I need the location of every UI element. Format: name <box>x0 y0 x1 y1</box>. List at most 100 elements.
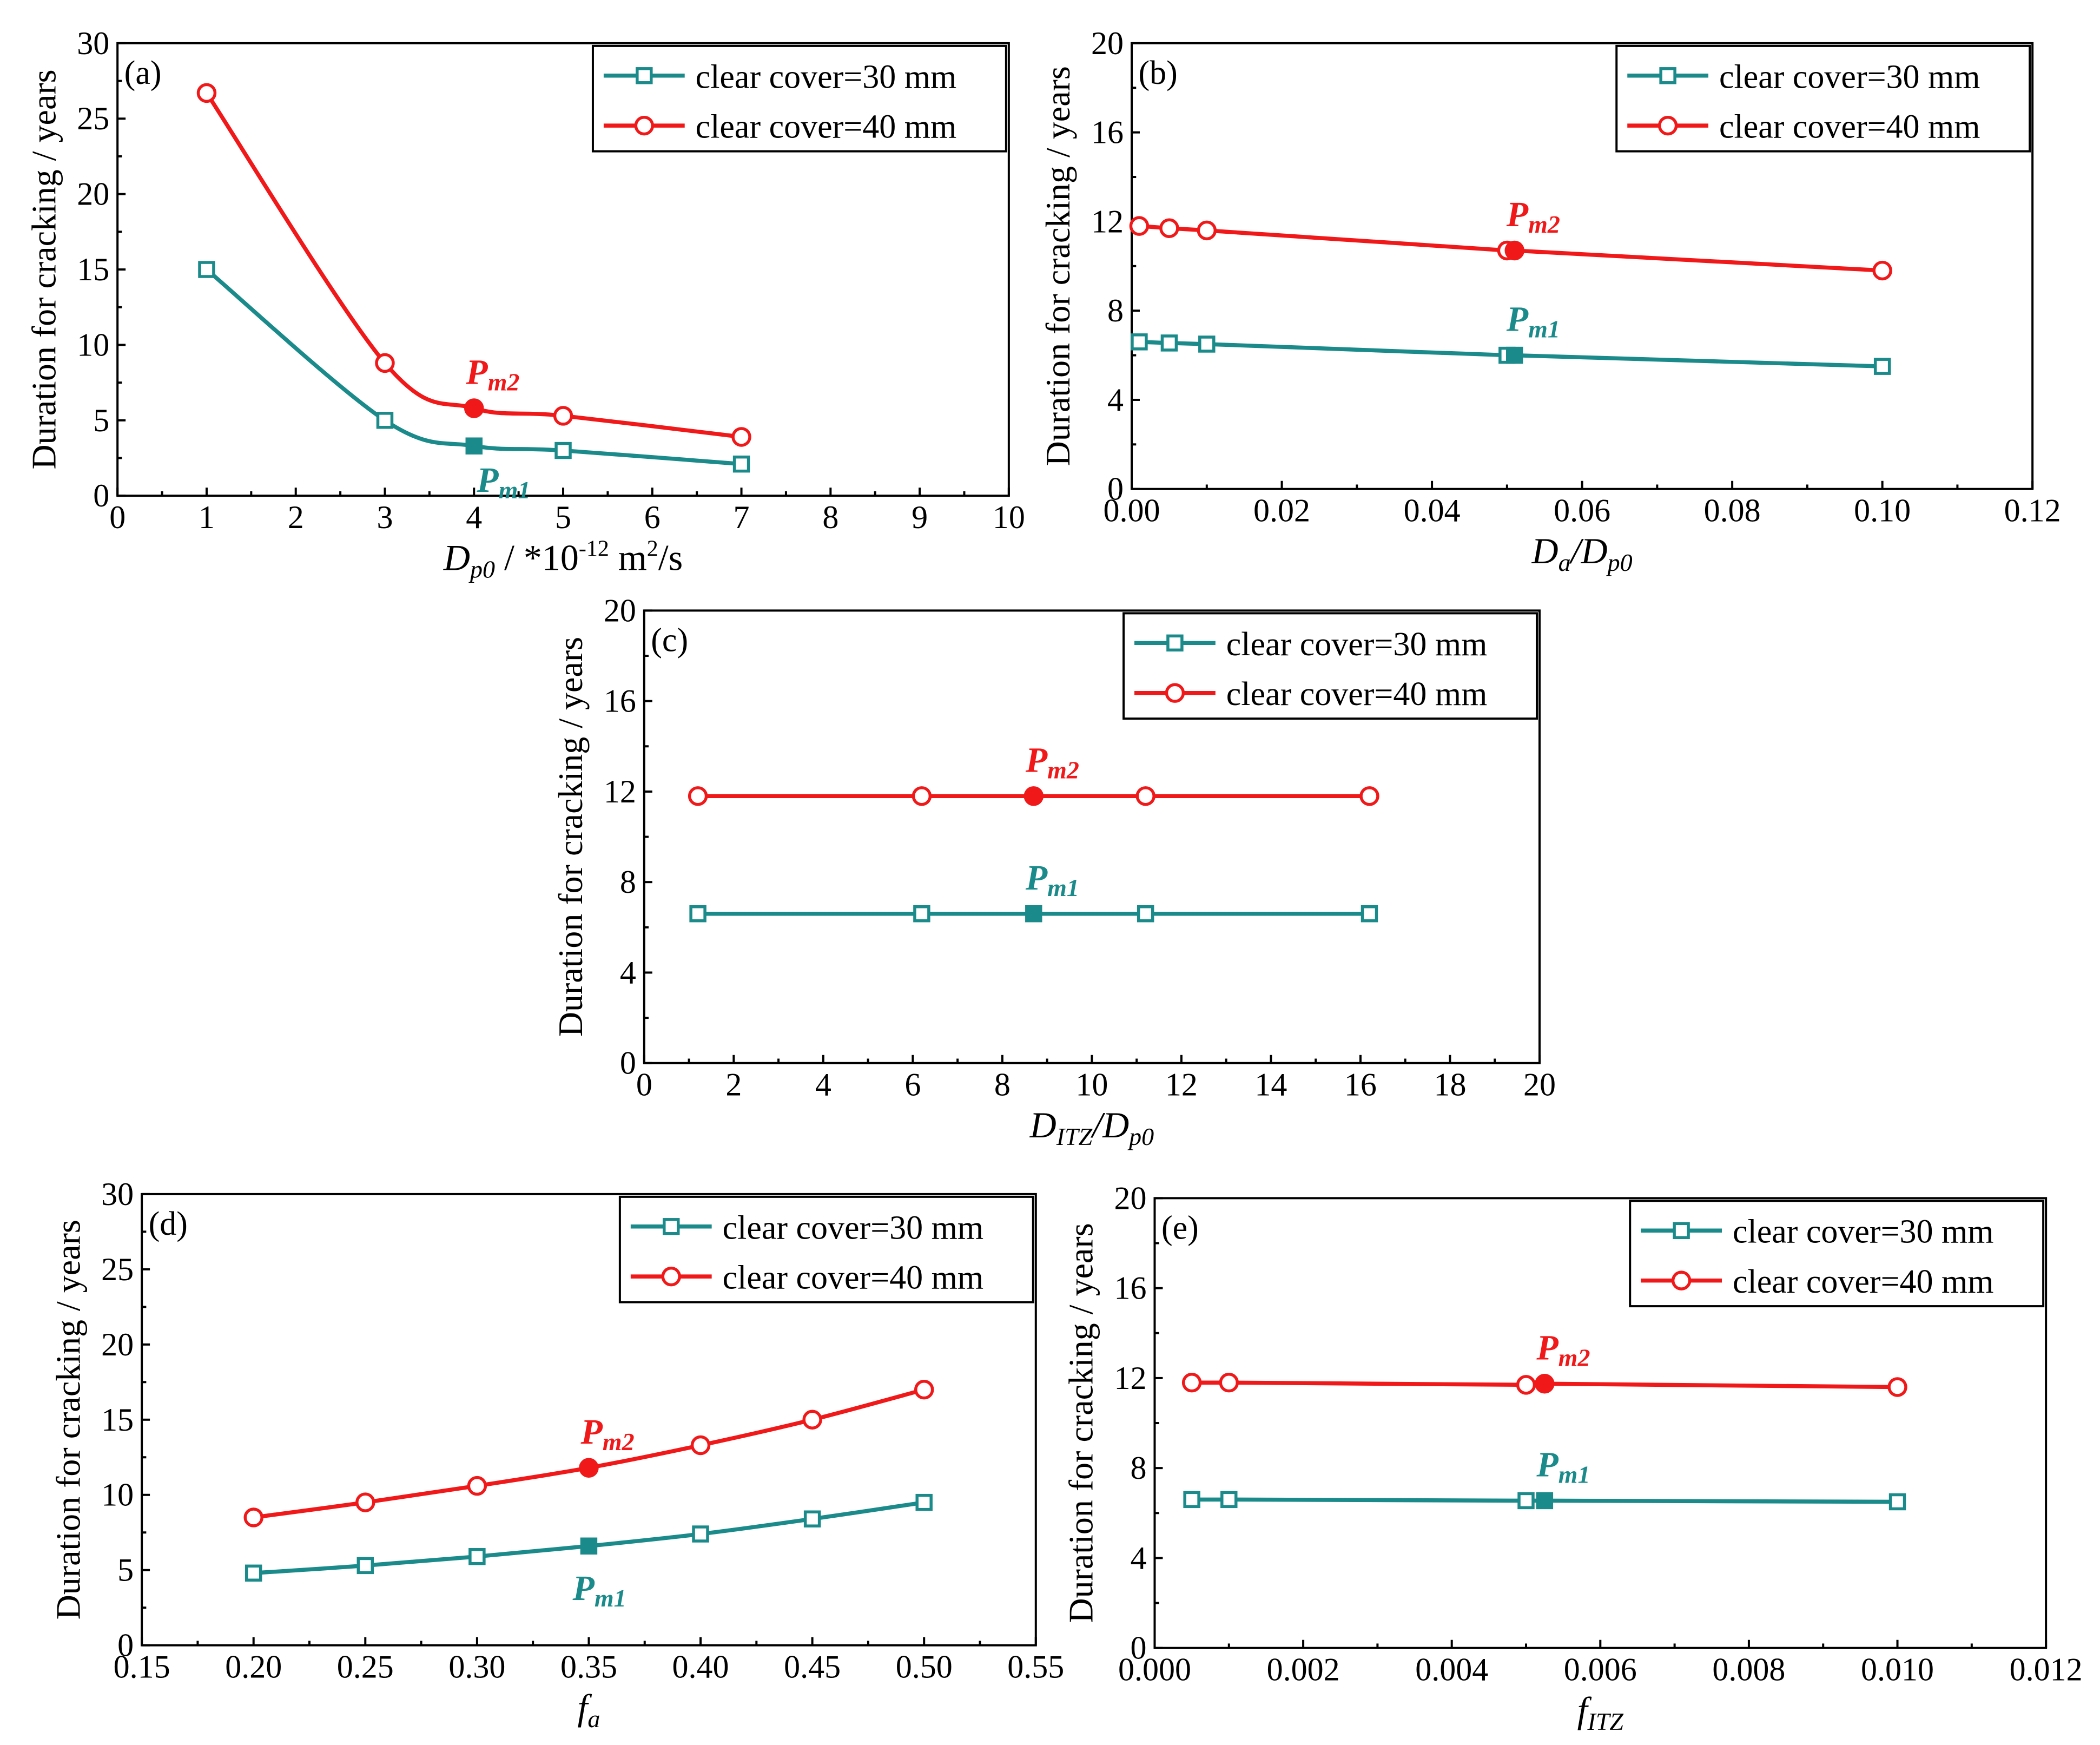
data-point <box>802 1410 822 1430</box>
data-point <box>1887 1377 1907 1397</box>
data-point <box>553 406 573 426</box>
series-line-40mm <box>253 1387 925 1520</box>
x-tick-label: 0.15 <box>114 1649 170 1685</box>
x-tick-label: 10 <box>993 499 1025 535</box>
x-tick-label: 0.002 <box>1267 1652 1340 1688</box>
legend-box <box>1122 612 1538 720</box>
pm-symbol: P <box>1536 1328 1559 1367</box>
data-point <box>1135 786 1155 806</box>
highlight-point <box>1536 1492 1554 1510</box>
data-point <box>1359 786 1379 806</box>
legend-box <box>1629 1200 2045 1308</box>
y-tick-label: 16 <box>1091 115 1124 150</box>
x-label-subscript: a <box>587 1705 600 1733</box>
chart-panel-e: 0.000 0.002 0.004 0.006 0.008 0.010 0.012 0 4 8 12… <box>1062 1180 2083 1735</box>
data-point <box>1220 1491 1238 1509</box>
pm-label: Pm1 <box>572 1569 626 1612</box>
data-point <box>196 83 217 103</box>
x-tick-label: 18 <box>1434 1067 1466 1103</box>
highlight-point <box>579 1458 599 1478</box>
pm-subscript: m2 <box>488 368 520 396</box>
legend-marker <box>661 1266 681 1287</box>
pm-label: Pm1 <box>476 460 530 504</box>
y-tick-label: 12 <box>1114 1360 1146 1396</box>
pm-label: Pm1 <box>1025 858 1079 901</box>
data-point <box>467 1476 487 1496</box>
x-label-subscript-2: p0 <box>1127 1123 1154 1150</box>
x-tick-label: 9 <box>912 499 928 535</box>
x-label-unit: m <box>609 537 647 578</box>
x-tick-label: 1 <box>199 499 215 535</box>
pm-label: Pm1 <box>1506 300 1560 343</box>
pm-symbol: P <box>572 1569 595 1608</box>
legend-label: clear cover=40 mm <box>696 109 957 146</box>
data-point <box>1888 1493 1906 1511</box>
highlight-point <box>1023 786 1044 806</box>
data-point <box>355 1492 375 1512</box>
legend-label: clear cover=40 mm <box>723 1260 984 1296</box>
legend-marker <box>634 115 655 136</box>
legend-label: clear cover=30 mm <box>723 1209 984 1246</box>
y-tick-label: 25 <box>101 1252 134 1287</box>
data-point <box>913 905 930 923</box>
y-tick-label: 30 <box>101 1176 134 1212</box>
x-label-text: / *10 <box>495 537 579 578</box>
pm-label: Pm1 <box>1536 1445 1590 1488</box>
data-point <box>375 353 395 373</box>
y-tick-label: 0 <box>1107 471 1124 507</box>
legend-box <box>591 44 1007 153</box>
data-point <box>915 1493 933 1511</box>
pm-subscript: m1 <box>499 476 531 504</box>
panel-label: (e) <box>1161 1209 1199 1246</box>
data-point <box>688 786 708 806</box>
x-tick-label: 0.08 <box>1704 493 1761 529</box>
y-tick-label: 10 <box>101 1477 134 1513</box>
panel-label: (b) <box>1139 55 1178 91</box>
data-point <box>689 905 706 923</box>
y-tick-label: 15 <box>101 1402 134 1438</box>
legend-label: clear cover=40 mm <box>1733 1263 1994 1300</box>
x-tick-label: 0.35 <box>560 1649 617 1685</box>
highlight-point <box>1504 240 1524 261</box>
data-point <box>1219 1372 1239 1393</box>
data-point <box>1181 1372 1202 1393</box>
y-tick-label: 20 <box>1114 1180 1146 1216</box>
pm-label: Pm2 <box>1506 195 1560 238</box>
y-tick-label: 30 <box>77 25 109 61</box>
y-tick-label: 16 <box>604 683 636 719</box>
legend-marker <box>1166 634 1184 652</box>
x-tick-label: 14 <box>1254 1067 1287 1103</box>
x-tick-label: 6 <box>904 1067 921 1103</box>
pm-symbol: P <box>465 353 488 392</box>
y-tick-label: 0 <box>1130 1630 1146 1666</box>
x-label-subscript: a <box>1559 549 1571 576</box>
legend-marker <box>1657 115 1678 136</box>
legend-label: clear cover=40 mm <box>1226 676 1488 713</box>
legend-label: clear cover=30 mm <box>696 58 957 95</box>
y-tick-label: 20 <box>1091 25 1124 61</box>
x-tick-label: 0.10 <box>1854 493 1911 529</box>
data-point <box>1137 905 1154 923</box>
y-tick-label: 10 <box>77 327 109 363</box>
x-tick-label: 0 <box>109 499 126 535</box>
data-point <box>803 1510 821 1527</box>
highlight-point <box>1505 346 1523 364</box>
y-tick-label: 4 <box>1130 1540 1146 1576</box>
y-axis-label: Duration for cracking / years <box>551 637 590 1037</box>
x-tick-label: 0.12 <box>2004 493 2061 529</box>
x-tick-label: 8 <box>822 499 838 535</box>
data-point <box>243 1507 263 1527</box>
pm-subscript: m1 <box>1528 315 1560 343</box>
pm-subscript: m2 <box>1047 756 1079 783</box>
legend-marker <box>663 1218 680 1235</box>
data-point <box>690 1435 711 1456</box>
pm-symbol: P <box>1025 858 1048 898</box>
pm-symbol: P <box>1025 740 1048 780</box>
data-point <box>554 442 572 459</box>
data-point <box>356 1557 374 1575</box>
data-point <box>731 427 751 447</box>
x-tick-label: 0.02 <box>1253 493 1310 529</box>
y-tick-label: 0 <box>117 1628 134 1663</box>
x-tick-label: 0.006 <box>1564 1652 1637 1688</box>
